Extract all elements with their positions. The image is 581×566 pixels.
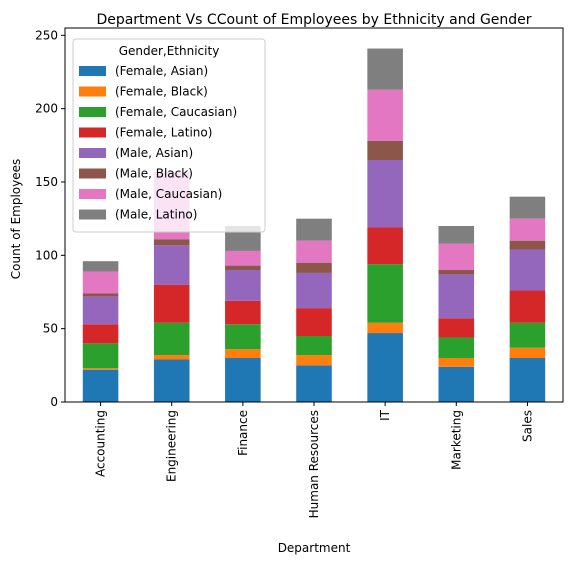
bar-segment-4-2: [225, 270, 261, 301]
bar-segment-4-3: [296, 272, 332, 309]
bar-segment-1-1: [153, 355, 190, 360]
bar-segment-7-6: [509, 196, 546, 219]
bar-segment-6-6: [509, 218, 546, 241]
bar-segment-0-2: [225, 358, 261, 402]
bar-segment-0-3: [296, 365, 332, 402]
bars-layer: [82, 48, 546, 402]
bar-segment-5-4: [367, 140, 403, 160]
bar-segment-4-4: [367, 160, 403, 228]
bar-segment-1-4: [367, 322, 403, 334]
bar-segment-2-3: [296, 336, 332, 356]
legend-label: (Male, Asian): [115, 146, 193, 160]
y-tick-label: 150: [35, 175, 58, 189]
bar-segment-4-0: [82, 296, 119, 325]
legend-swatch: [79, 209, 106, 220]
bar-segment-5-2: [225, 265, 261, 270]
y-tick-label: 100: [35, 248, 58, 262]
bar-segment-2-4: [367, 264, 403, 323]
x-tick-label: Sales: [520, 410, 534, 442]
bar-segment-3-3: [296, 308, 332, 336]
legend-label: (Male, Latino): [115, 208, 197, 222]
bar-segment-2-6: [509, 322, 546, 348]
bar-segment-4-1: [153, 245, 190, 285]
bar-segment-1-5: [438, 358, 475, 367]
bar-segment-7-3: [296, 218, 332, 241]
x-tick-label: IT: [378, 409, 392, 421]
legend-swatch: [79, 189, 106, 199]
bar-segment-1-3: [296, 355, 332, 366]
legend-label: (Male, Black): [115, 167, 193, 181]
bar-segment-1-2: [225, 349, 261, 358]
bar-segment-3-4: [367, 227, 403, 265]
x-tick-label: Accounting: [94, 410, 108, 477]
bar-segment-2-5: [438, 337, 475, 358]
bar-segment-5-1: [153, 239, 190, 246]
legend-swatch: [79, 168, 106, 179]
legend: Gender,Ethnicity (Female, Asian) (Female, …: [72, 38, 266, 233]
bar-segment-0-5: [438, 366, 475, 402]
bar-segment-1-6: [509, 347, 546, 358]
y-tick-label: 0: [50, 395, 58, 409]
bar-segment-0-1: [153, 359, 190, 402]
legend-swatch: [79, 86, 106, 97]
bar-segment-5-6: [509, 240, 546, 250]
x-tick-label: Human Resources: [307, 410, 321, 518]
bar-segment-5-3: [296, 262, 332, 273]
bar-segment-6-0: [82, 271, 119, 294]
y-tick-label: 250: [35, 28, 58, 42]
bar-segment-5-5: [438, 270, 475, 275]
bar-segment-3-6: [509, 290, 546, 323]
x-tick-label: Finance: [236, 410, 250, 456]
bar-segment-0-6: [509, 358, 546, 402]
bar-segment-2-2: [225, 324, 261, 350]
legend-label: (Female, Latino): [115, 126, 212, 140]
x-tick-label: Marketing: [449, 410, 463, 470]
bar-segment-3-1: [153, 284, 190, 323]
bar-segment-7-0: [82, 261, 119, 272]
legend-title: Gender,Ethnicity: [119, 44, 220, 58]
legend-label: (Male, Caucasian): [115, 187, 222, 201]
legend-label: (Female, Black): [115, 85, 208, 99]
bar-segment-7-5: [438, 226, 475, 244]
bar-segment-4-5: [438, 274, 475, 319]
legend-label: (Female, Caucasian): [115, 105, 237, 119]
bar-segment-2-1: [153, 322, 190, 356]
bar-segment-6-3: [296, 240, 332, 263]
bar-segment-5-0: [82, 293, 119, 297]
bar-segment-6-4: [367, 89, 403, 141]
bar-segment-3-5: [438, 318, 475, 338]
bar-segment-0-0: [82, 369, 119, 402]
legend-box: [72, 38, 266, 233]
legend-swatch: [79, 127, 106, 138]
bar-segment-0-4: [367, 333, 403, 402]
y-tick-label: 200: [35, 102, 58, 116]
legend-swatch: [79, 66, 106, 76]
y-tick-label: 50: [43, 322, 58, 336]
chart-title: Department Vs CCount of Employees by Eth…: [96, 12, 531, 28]
x-axis-label: Department: [278, 541, 351, 555]
bar-segment-4-6: [509, 249, 546, 291]
legend-swatch: [79, 107, 106, 117]
bar-segment-6-5: [438, 243, 475, 270]
bar-segment-3-0: [82, 324, 119, 344]
bar-segment-6-2: [225, 250, 261, 266]
axes-layer: 0 50 100 150 200 250 Accounting Engineering Fina…: [35, 27, 564, 518]
x-tick-label: Engineering: [165, 410, 179, 482]
legend-label: (Female, Asian): [115, 64, 208, 78]
y-axis-label: Count of Employees: [9, 159, 23, 280]
bar-segment-3-2: [225, 300, 261, 325]
bar-segment-7-4: [367, 48, 403, 90]
bar-segment-1-0: [82, 368, 119, 370]
bar-segment-2-0: [82, 343, 119, 369]
legend-swatch: [79, 148, 106, 158]
